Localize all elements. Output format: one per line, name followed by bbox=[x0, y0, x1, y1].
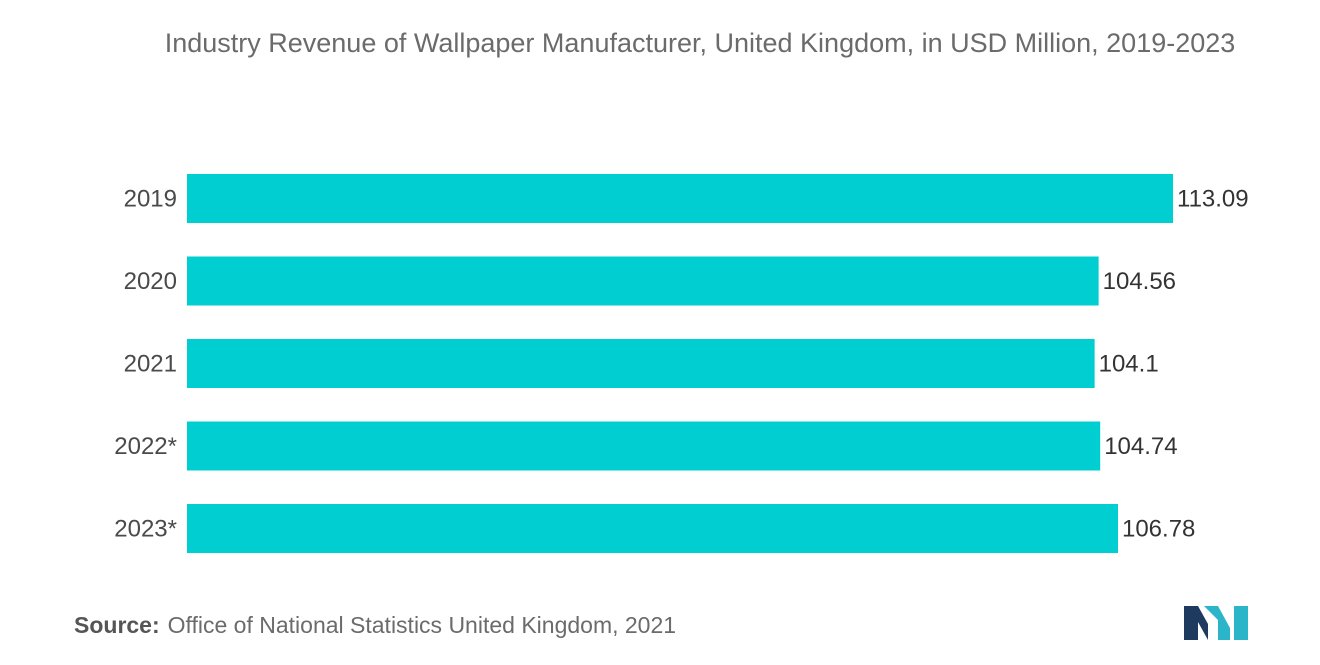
mordor-intelligence-logo-icon bbox=[1184, 606, 1248, 640]
chart-title: Industry Revenue of Wallpaper Manufactur… bbox=[164, 28, 1236, 58]
category-labels: 2019 2020 2021 2022* 2023* bbox=[114, 186, 177, 543]
category-label: 2020 bbox=[124, 268, 177, 295]
value-label: 106.78 bbox=[1122, 516, 1195, 543]
category-label: 2022* bbox=[114, 433, 177, 460]
category-label: 2021 bbox=[124, 351, 177, 378]
value-label: 104.74 bbox=[1104, 433, 1177, 460]
logo-right-shape bbox=[1234, 606, 1248, 640]
source-note: Source: Office of National Statistics Uni… bbox=[74, 612, 676, 639]
bar-2020 bbox=[187, 256, 1099, 306]
value-label: 113.09 bbox=[1177, 186, 1249, 213]
bars-group bbox=[187, 174, 1173, 553]
value-label: 104.56 bbox=[1103, 268, 1176, 295]
category-label: 2019 bbox=[124, 186, 177, 213]
bar-2022 bbox=[187, 421, 1101, 471]
logo-middle-shape bbox=[1204, 606, 1230, 640]
bar-2023 bbox=[187, 504, 1118, 553]
bar-2021 bbox=[187, 339, 1095, 388]
source-text: Office of National Statistics United Kin… bbox=[167, 612, 677, 638]
value-labels: 113.09 104.56 104.1 104.74 106.78 bbox=[1099, 186, 1249, 543]
logo-left-shape bbox=[1184, 606, 1208, 640]
source-label: Source: bbox=[74, 612, 160, 638]
value-label: 104.1 bbox=[1099, 351, 1159, 378]
bar-2019 bbox=[187, 174, 1173, 223]
category-label: 2023* bbox=[114, 516, 177, 543]
